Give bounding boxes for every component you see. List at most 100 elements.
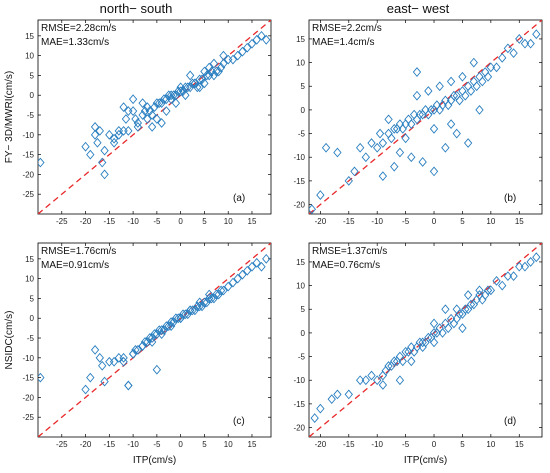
data-point	[98, 157, 107, 168]
y-tick-label: -20	[293, 201, 305, 210]
data-point	[124, 380, 133, 391]
data-point	[164, 321, 173, 332]
x-tick-label: 5	[460, 217, 465, 226]
data-point	[361, 152, 370, 163]
data-point	[205, 289, 214, 300]
x-tick-label: -15	[343, 217, 355, 226]
y-axis-label: FY− 3D/MWRI(cm/s)	[4, 71, 15, 164]
data-point	[128, 94, 138, 105]
data-point	[150, 102, 159, 112]
x-tick-label: -15	[104, 440, 116, 449]
data-point	[390, 123, 399, 134]
x-tick-label: 5	[460, 440, 465, 449]
data-point	[452, 90, 461, 101]
y-tick-label: -5	[27, 334, 35, 343]
data-point	[429, 318, 439, 329]
data-point	[483, 285, 493, 296]
x-tick-label: 10	[224, 217, 233, 226]
data-point	[140, 337, 150, 347]
data-point	[195, 82, 204, 93]
data-point	[458, 71, 467, 82]
y-tick-label: 15	[296, 35, 305, 44]
data-point	[212, 66, 221, 77]
y-tick-label: 15	[25, 255, 34, 264]
data-point	[128, 348, 138, 359]
data-point	[412, 67, 422, 77]
data-point	[404, 114, 413, 125]
data-point	[95, 125, 104, 136]
data-point	[446, 119, 456, 129]
x-tick-label: 15	[515, 217, 524, 226]
x-tick-label: 0	[178, 440, 183, 449]
data-point	[183, 309, 192, 320]
data-point	[515, 34, 524, 44]
data-point	[492, 62, 501, 73]
data-point	[503, 271, 513, 282]
data-point	[449, 90, 459, 101]
data-point	[503, 43, 513, 54]
data-point	[378, 380, 388, 390]
rmse-label: RMSE=1.76cm/s	[41, 246, 116, 257]
data-point	[458, 86, 467, 96]
data-point	[98, 360, 107, 371]
data-point	[119, 102, 128, 112]
data-point	[463, 290, 473, 300]
y-tick-label: -5	[27, 111, 35, 120]
data-point	[133, 345, 143, 355]
data-point	[147, 110, 157, 120]
data-point	[147, 333, 157, 343]
data-point	[233, 50, 242, 61]
data-point	[373, 142, 382, 153]
data-point	[429, 166, 439, 177]
data-point	[207, 293, 216, 304]
x-tick-label: 15	[248, 440, 257, 449]
y-tick-label: 10	[296, 59, 305, 68]
data-point	[407, 152, 416, 163]
data-point	[243, 42, 252, 53]
data-point	[412, 90, 422, 101]
data-point	[373, 375, 382, 386]
y-tick-label: -10	[293, 376, 305, 385]
data-point	[355, 375, 365, 386]
data-point	[407, 356, 416, 367]
data-point	[186, 305, 195, 316]
x-tick-label: 10	[224, 440, 233, 449]
data-point	[316, 403, 325, 414]
data-point	[109, 356, 119, 367]
data-point	[247, 261, 257, 272]
data-point	[449, 318, 459, 329]
data-point	[176, 313, 185, 324]
data-point	[233, 273, 242, 284]
data-point	[157, 118, 166, 128]
column-title-east-west: east− west	[387, 1, 450, 16]
data-point	[498, 280, 507, 291]
data-point	[228, 54, 238, 65]
data-point	[166, 317, 176, 328]
data-point	[197, 74, 207, 85]
data-point	[90, 345, 100, 355]
data-point	[441, 304, 450, 315]
data-point	[147, 337, 157, 347]
data-point	[458, 323, 467, 334]
data-point	[498, 52, 507, 63]
data-point	[100, 376, 109, 387]
panel-label: (a)	[233, 193, 245, 204]
data-point	[202, 70, 211, 81]
x-axis-label: ITP(cm/s)	[404, 455, 447, 466]
data-point	[157, 98, 166, 109]
data-point	[162, 106, 171, 116]
y-tick-label: 0	[30, 314, 35, 323]
data-point	[219, 58, 228, 69]
data-point	[395, 375, 405, 386]
y-tick-label: 0	[301, 106, 306, 115]
data-point	[157, 329, 166, 339]
x-tick-label: 15	[248, 217, 257, 226]
mae-label: MAE=1.33cm/s	[41, 37, 109, 48]
data-point	[424, 86, 433, 96]
data-point	[86, 149, 95, 160]
data-point	[492, 275, 501, 286]
y-tick-label: 10	[296, 282, 305, 291]
data-point	[367, 138, 376, 148]
data-point	[515, 261, 524, 272]
data-point	[38, 157, 45, 168]
